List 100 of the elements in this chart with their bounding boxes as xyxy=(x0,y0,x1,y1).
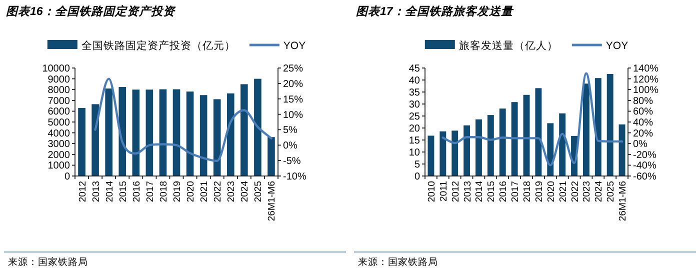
y2-tick-label: 0% xyxy=(283,140,298,152)
chart-title: 图表16：全国铁路固定资产投资 xyxy=(6,4,176,18)
x-tick-label: 2020 xyxy=(546,181,557,202)
bar xyxy=(511,102,518,176)
y-tick-label: 5000 xyxy=(48,118,70,128)
legend-label: 全国铁路固定资产投资（亿元） xyxy=(81,39,236,52)
x-tick-label: 2024 xyxy=(240,181,251,202)
x-tick-label: 2022 xyxy=(212,181,224,202)
bar xyxy=(547,123,554,176)
bar xyxy=(452,130,458,176)
x-tick-label: 2018 xyxy=(522,181,533,202)
line-series xyxy=(442,72,624,166)
bar xyxy=(159,89,167,176)
x-tick-label: 2015 xyxy=(486,181,498,202)
y-tick-label: 20 xyxy=(408,124,420,134)
x-tick-label: 2021 xyxy=(199,181,210,202)
bar xyxy=(146,90,154,176)
y-tick-label: 4000 xyxy=(48,128,70,140)
y-tick-label: 0 xyxy=(64,172,70,182)
bar xyxy=(268,137,275,176)
bar xyxy=(559,113,566,176)
y2-tick-label: 80% xyxy=(633,96,654,107)
y2-tick-label: -5% xyxy=(283,156,301,168)
y-tick-label: 8000 xyxy=(48,85,70,96)
bar xyxy=(226,93,234,176)
y-tick-label: 45 xyxy=(408,64,420,74)
bar xyxy=(464,125,470,176)
legend-label: 旅客发送量（亿人） xyxy=(458,39,558,52)
y2-tick-label: 5% xyxy=(283,125,298,136)
x-tick-label: 2016 xyxy=(131,181,142,202)
y-tick-label: 9000 xyxy=(48,74,70,86)
y-tick-label: 30 xyxy=(408,100,420,110)
y2-tick-label: 10% xyxy=(283,110,304,121)
y2-tick-label: 25% xyxy=(283,64,304,74)
y2-tick-label: 0% xyxy=(633,139,648,150)
bar xyxy=(428,136,434,176)
x-tick-label: 2017 xyxy=(144,181,156,202)
x-tick-label: 2011 xyxy=(438,181,450,202)
bar xyxy=(132,90,140,176)
y-tick-label: 15 xyxy=(408,136,420,146)
x-tick-label: 2014 xyxy=(104,181,116,202)
y2-tick-label: 15% xyxy=(283,94,304,106)
line-series xyxy=(94,78,272,162)
bar xyxy=(186,92,194,176)
y-tick-label: 0 xyxy=(414,172,420,182)
x-tick-label: 2019 xyxy=(172,181,183,202)
y2-tick-label: 20% xyxy=(633,128,654,140)
x-tick-label: 2020 xyxy=(186,181,197,202)
x-tick-label: 2025 xyxy=(606,181,617,202)
x-tick-label: 2025 xyxy=(253,181,264,202)
bar xyxy=(535,88,542,176)
y-tick-label: 6000 xyxy=(48,106,70,118)
y2-tick-label: 60% xyxy=(633,106,654,118)
x-tick-label: 26M1-M6 xyxy=(266,181,278,222)
y-tick-label: 25 xyxy=(408,112,420,122)
bar xyxy=(240,84,248,176)
x-tick-label: 2014 xyxy=(474,181,486,202)
y2-tick-label: 140% xyxy=(633,64,659,74)
bar xyxy=(487,115,494,176)
bar xyxy=(440,131,446,176)
x-tick-label: 2023 xyxy=(226,181,238,202)
y2-tick-label: 40% xyxy=(633,118,654,128)
bar xyxy=(92,104,99,176)
y-tick-label: 7000 xyxy=(48,96,70,107)
y2-tick-label: -10% xyxy=(283,172,306,182)
x-tick-label: 2018 xyxy=(158,181,170,202)
bar xyxy=(78,108,86,176)
x-tick-label: 2013 xyxy=(90,181,102,202)
bar xyxy=(618,124,626,176)
x-tick-label: 2024 xyxy=(594,181,605,202)
x-tick-label: 2017 xyxy=(510,181,522,202)
y-tick-label: 1000 xyxy=(48,160,70,172)
bar xyxy=(476,119,482,176)
y2-tick-label: -40% xyxy=(633,160,656,172)
bar xyxy=(213,99,221,176)
x-tick-label: 2022 xyxy=(570,181,581,202)
x-tick-label: 2016 xyxy=(498,181,510,202)
x-tick-label: 2013 xyxy=(462,181,474,202)
x-tick-label: 2019 xyxy=(534,181,545,202)
y2-tick-label: 120% xyxy=(633,74,659,86)
legend-label: YOY xyxy=(606,40,628,52)
bar xyxy=(118,87,126,176)
x-tick-label: 2023 xyxy=(582,181,593,202)
x-tick-label: 2012 xyxy=(450,181,462,202)
bar xyxy=(499,108,506,176)
bar xyxy=(582,84,590,176)
x-tick-label: 2015 xyxy=(118,181,129,202)
legend-label: YOY xyxy=(283,40,306,52)
y2-tick-label: -20% xyxy=(633,150,656,161)
x-tick-label: 2021 xyxy=(558,181,569,202)
y-tick-label: 3000 xyxy=(48,139,70,150)
bar xyxy=(172,89,180,176)
bar xyxy=(200,95,208,176)
y-tick-label: 40 xyxy=(408,76,420,86)
y-tick-label: 10 xyxy=(408,148,420,158)
y-tick-label: 2000 xyxy=(48,150,70,161)
bar xyxy=(254,78,262,176)
bar xyxy=(105,88,112,176)
source-note: 来源：国家铁路局 xyxy=(358,256,438,268)
bar xyxy=(606,74,614,176)
